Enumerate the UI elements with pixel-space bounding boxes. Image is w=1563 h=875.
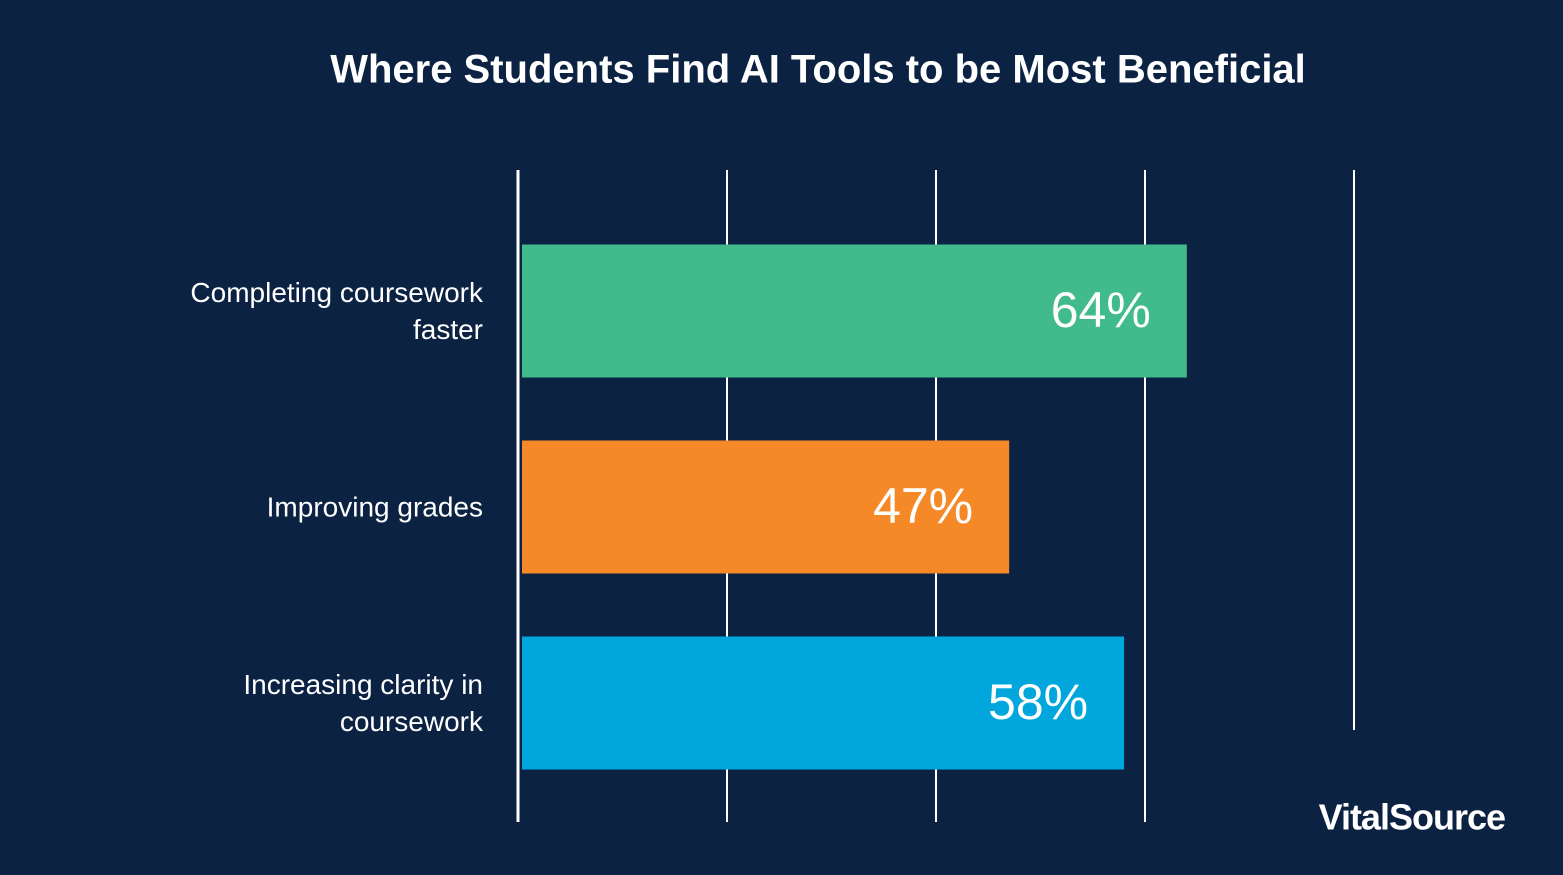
bar	[522, 244, 1187, 378]
logo: VitalSource	[1319, 797, 1505, 838]
value-label: 47%	[873, 478, 973, 534]
value-label: 58%	[988, 674, 1088, 730]
category-label: Increasing clarity in coursework	[243, 669, 483, 737]
bar	[522, 636, 1125, 770]
bar	[522, 440, 1010, 574]
value-label: 64%	[1051, 282, 1151, 338]
category-label: Improving grades	[266, 491, 483, 523]
chart-title: Where Students Find AI Tools to be Most …	[330, 48, 1306, 92]
category-label: Completing coursework faster	[190, 277, 483, 345]
